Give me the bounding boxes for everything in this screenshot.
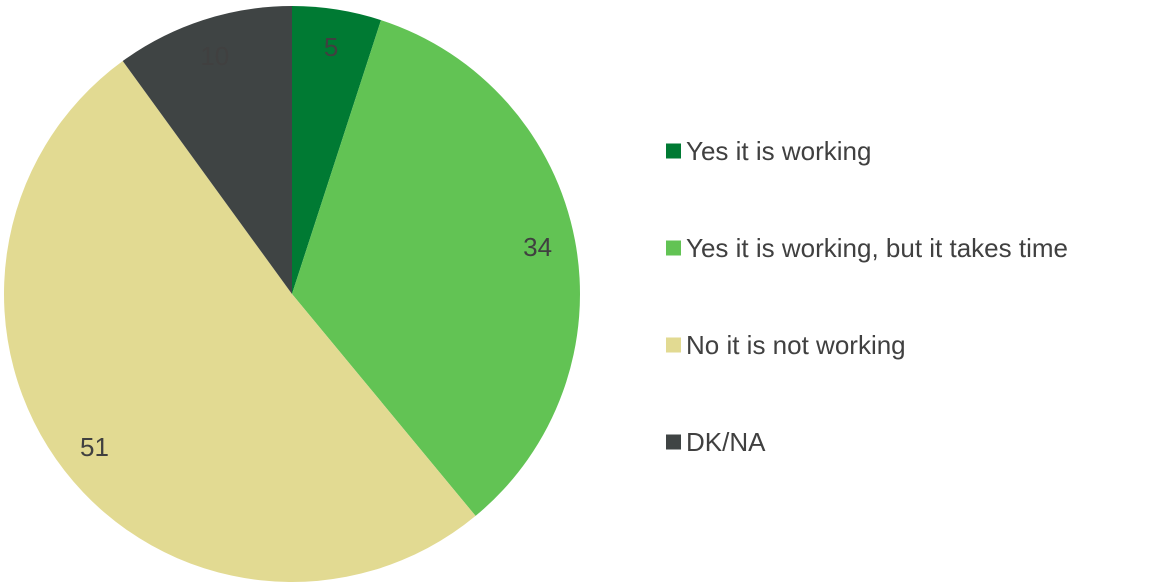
- legend-swatch-yes-it-is-working-but-it-takes-time: [666, 240, 681, 256]
- legend-label-yes-it-is-working-but-it-takes-time: Yes it is working, but it takes time: [686, 233, 1068, 263]
- pie-slice-no-it-is-not-working: [4, 61, 476, 582]
- legend-label-dk-na: DK/NA: [686, 427, 766, 457]
- legend-label-no-it-is-not-working: No it is not working: [686, 330, 906, 360]
- legend-swatch-no-it-is-not-working: [666, 337, 681, 353]
- pie-slices: [4, 6, 580, 582]
- slice-labels: 5 34 51 10: [80, 32, 552, 462]
- legend: Yes it is working Yes it is working, but …: [666, 136, 1068, 457]
- slice-label-yes-it-is-working: 5: [324, 32, 338, 62]
- legend-label-yes-it-is-working: Yes it is working: [686, 136, 871, 166]
- slice-label-yes-it-is-working-but-it-takes-time: 34: [523, 232, 552, 262]
- legend-swatch-dk-na: [666, 434, 681, 450]
- slice-label-no-it-is-not-working: 51: [80, 432, 109, 462]
- pie-slice-yes-it-is-working: [292, 6, 381, 294]
- slice-label-dk-na: 10: [200, 41, 229, 71]
- legend-swatch-yes-it-is-working: [666, 143, 681, 159]
- pie-slice-yes-it-is-working-but-it-takes-time: [292, 20, 580, 516]
- pie-slice-dk-na: [122, 6, 292, 294]
